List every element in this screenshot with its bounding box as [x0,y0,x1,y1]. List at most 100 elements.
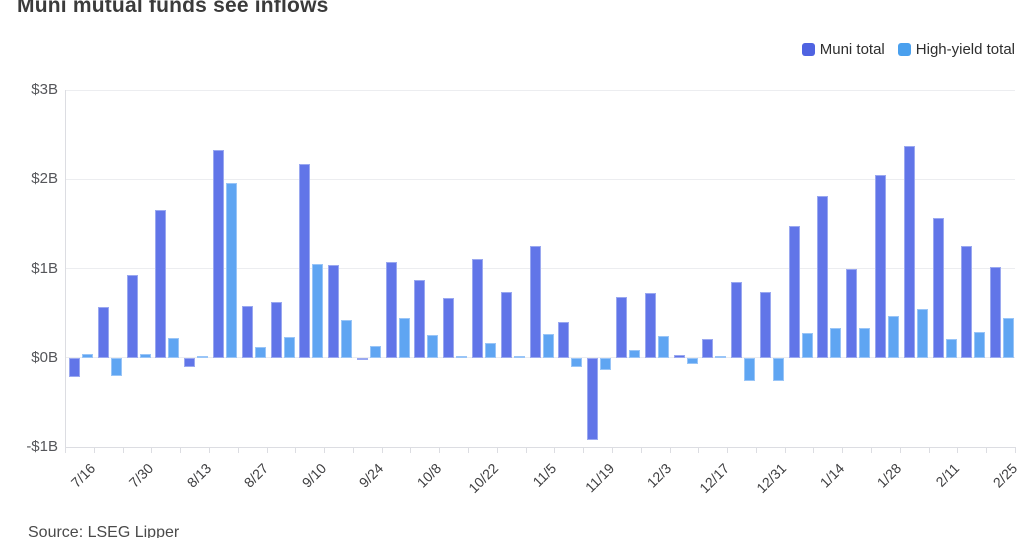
bar-high-yield-total-10-22[interactable] [485,342,497,358]
x-tick-label-2-25: 2/25 [989,460,1020,491]
bar-muni-total-2-18[interactable] [961,246,973,358]
bar-muni-total-1-7[interactable] [788,225,800,358]
legend: Muni total High-yield total [801,41,1015,58]
x-axis-tick [871,447,873,453]
bar-muni-total-9-17[interactable] [328,264,340,358]
bar-high-yield-total-9-10[interactable] [312,264,324,358]
x-tick-label-10-22: 10/22 [465,460,502,497]
bar-high-yield-total-1-7[interactable] [801,332,813,358]
bar-high-yield-total-12-24[interactable] [744,357,756,381]
bar-high-yield-total-10-29[interactable] [513,356,525,359]
bar-muni-total-1-21[interactable] [846,269,858,358]
bar-muni-total-11-5[interactable] [529,246,541,358]
bar-high-yield-total-1-14[interactable] [830,328,842,358]
x-axis-tick [813,447,815,453]
x-axis-tick [899,447,901,453]
y-tick-label: $3B [31,81,58,98]
bar-muni-total-12-10[interactable] [673,355,685,358]
bar-high-yield-total-2-25[interactable] [1003,317,1015,358]
bar-high-yield-total-11-19[interactable] [600,357,612,371]
bar-high-yield-total-12-3[interactable] [657,336,669,358]
bar-muni-total-11-26[interactable] [615,297,627,358]
bar-muni-total-7-16[interactable] [69,357,80,378]
gridline-2B [66,178,1015,180]
x-tick-label-9-24: 9/24 [355,460,387,491]
x-axis-tick [93,447,95,453]
bar-high-yield-total-7-23[interactable] [110,357,122,377]
bar-high-yield-total-8-27[interactable] [254,347,266,358]
bar-high-yield-total-9-17[interactable] [341,320,353,358]
x-axis-tick [410,447,412,453]
bar-high-yield-total-7-16[interactable] [82,354,93,358]
bar-muni-total-2-25[interactable] [990,266,1002,358]
bar-muni-total-11-12[interactable] [558,322,570,358]
bar-muni-total-8-27[interactable] [241,305,253,358]
x-axis-tick [352,447,354,453]
bar-high-yield-total-2-4[interactable] [916,308,928,358]
bar-high-yield-total-7-30[interactable] [139,354,151,358]
bar-muni-total-9-3[interactable] [270,302,282,358]
x-axis-tick [439,447,441,453]
bar-muni-total-11-19[interactable] [587,357,599,440]
x-axis-tick [784,447,786,453]
x-axis-tick [324,447,326,453]
legend-item-high-yield-total[interactable]: High-yield total [897,41,1015,58]
bar-muni-total-10-8[interactable] [414,280,426,358]
bar-muni-total-9-24[interactable] [356,357,368,361]
bar-high-yield-total-10-1[interactable] [398,317,410,358]
bar-muni-total-10-22[interactable] [472,258,484,358]
x-tick-label-2-11: 2/11 [932,460,963,490]
legend-label-muni-total: Muni total [819,41,885,58]
bar-high-yield-total-10-8[interactable] [427,334,439,358]
bar-muni-total-8-13[interactable] [184,357,196,367]
x-tick-label-8-27: 8/27 [240,460,272,491]
bar-high-yield-total-8-20[interactable] [225,182,237,358]
bar-high-yield-total-9-3[interactable] [283,337,295,358]
bar-high-yield-total-8-13[interactable] [197,355,209,358]
bar-muni-total-7-23[interactable] [97,306,109,358]
bar-muni-total-10-1[interactable] [385,262,397,358]
bar-high-yield-total-1-21[interactable] [859,328,871,358]
bar-muni-total-1-14[interactable] [817,196,829,358]
bar-high-yield-total-12-17[interactable] [715,355,727,358]
bar-high-yield-total-12-10[interactable] [686,357,698,364]
bar-muni-total-8-20[interactable] [212,149,224,358]
bar-muni-total-12-3[interactable] [644,292,656,358]
plot-area [65,89,1015,448]
x-axis-tick [583,447,585,453]
bar-muni-total-8-6[interactable] [155,210,167,358]
x-tick-label-1-28: 1/28 [874,460,905,491]
bar-high-yield-total-9-24[interactable] [369,346,381,358]
bar-muni-total-7-30[interactable] [126,274,138,358]
legend-item-muni-total[interactable]: Muni total [801,41,885,58]
x-tick-label-12-3: 12/3 [643,460,675,491]
gridline-3B [66,89,1015,91]
bar-high-yield-total-11-12[interactable] [571,357,583,367]
bar-muni-total-12-31[interactable] [759,291,771,358]
bar-muni-total-12-24[interactable] [731,281,743,358]
bar-muni-total-9-10[interactable] [299,164,311,358]
bar-muni-total-12-17[interactable] [702,339,714,358]
x-axis-tick [957,447,959,453]
x-axis-tick [496,447,498,453]
bar-muni-total-10-15[interactable] [443,297,455,358]
bar-muni-total-2-11[interactable] [932,217,944,358]
bar-high-yield-total-11-26[interactable] [628,349,640,358]
bar-muni-total-1-28[interactable] [875,174,887,358]
bar-high-yield-total-2-18[interactable] [974,331,986,358]
bar-high-yield-total-8-6[interactable] [168,338,180,358]
bar-high-yield-total-11-5[interactable] [542,333,554,358]
bar-high-yield-total-10-15[interactable] [456,355,468,358]
bar-high-yield-total-1-28[interactable] [888,315,900,358]
x-tick-label-12-31: 12/31 [753,460,790,497]
bar-high-yield-total-12-31[interactable] [772,357,784,381]
bar-high-yield-total-2-11[interactable] [945,339,957,358]
x-axis-tick [1015,447,1016,453]
x-axis-tick [842,447,844,453]
bar-muni-total-2-4[interactable] [903,146,915,358]
bar-muni-total-10-29[interactable] [500,291,512,358]
x-axis-tick [208,447,210,453]
x-tick-label-9-10: 9/10 [298,460,330,491]
x-axis-tick [122,447,124,453]
